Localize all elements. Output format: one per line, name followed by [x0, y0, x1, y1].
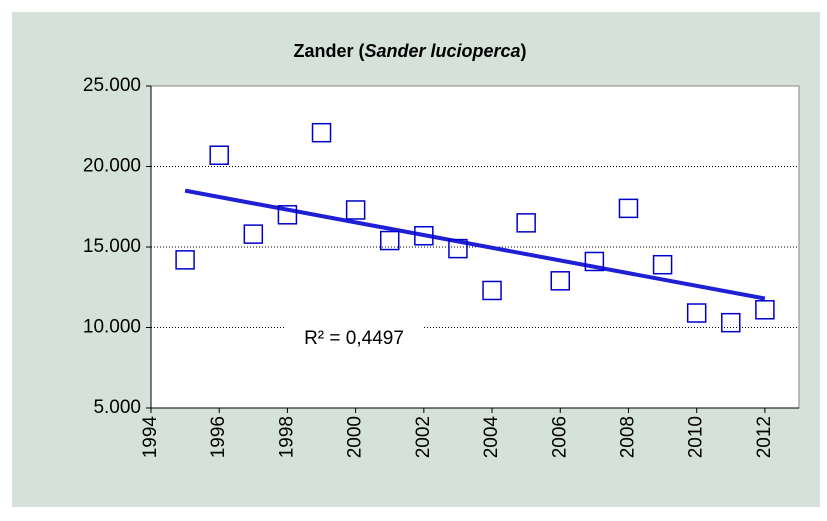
marker [516, 213, 536, 233]
x-tick-label: 1996 [208, 416, 229, 458]
x-tick-label: 2006 [549, 416, 570, 458]
trendline [184, 188, 766, 301]
marker [277, 205, 298, 225]
x-tick-label: 2012 [754, 416, 775, 458]
marker [550, 271, 571, 291]
y-tick-label: 10.000 [83, 317, 141, 338]
y-tick-label: 15.000 [83, 236, 141, 257]
marker [414, 225, 434, 246]
title-part: Zander ( [293, 41, 364, 61]
marker [311, 122, 332, 143]
y-tick-label: 20.000 [83, 156, 141, 177]
marker [482, 280, 502, 301]
annotation-box [286, 322, 422, 354]
marker [755, 300, 775, 320]
marker [584, 251, 605, 272]
x-tick-label: 2010 [686, 416, 707, 458]
marker [448, 238, 468, 259]
marker [652, 254, 673, 275]
marker [243, 224, 264, 244]
marker [175, 250, 195, 270]
y-tick-label: 5.000 [93, 397, 141, 418]
x-tick-label: 1994 [140, 416, 161, 459]
marker [379, 230, 400, 251]
x-tick-label: 2000 [345, 416, 366, 458]
x-tick-label: 1998 [276, 416, 297, 458]
marker [686, 303, 707, 323]
chart-title: Zander (Sander lucioperca) [293, 41, 526, 61]
title-part: Sander lucioperca [364, 41, 520, 61]
x-tick-label: 2004 [481, 416, 502, 459]
marker [721, 312, 741, 333]
annotation: R² = 0,4497 [304, 328, 404, 349]
x-tick-label: 2002 [413, 416, 434, 458]
y-tick-label: 25.000 [83, 75, 141, 96]
title-part: ) [521, 41, 527, 61]
marker [345, 200, 366, 220]
marker [209, 145, 229, 165]
x-tick-label: 2008 [617, 416, 638, 458]
marker [618, 198, 639, 219]
